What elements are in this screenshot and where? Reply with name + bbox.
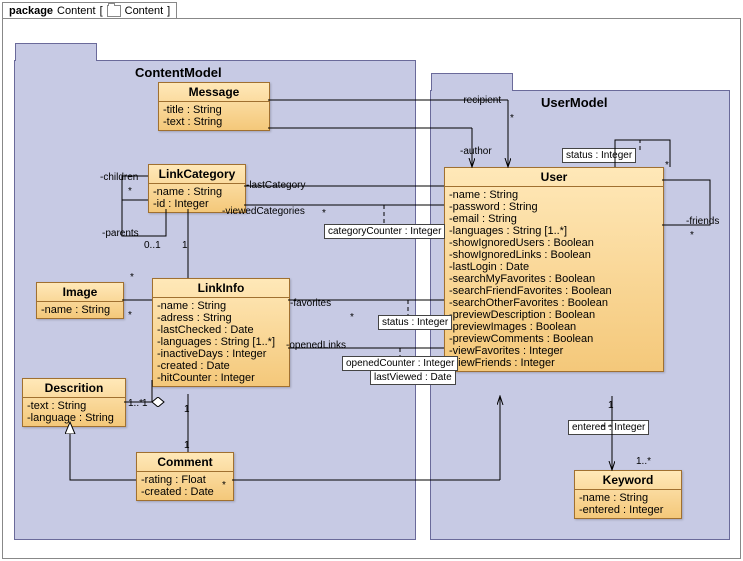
- assoc-status-top: status : Integer: [562, 148, 636, 163]
- frame-usermodel-title: UserModel: [541, 95, 607, 110]
- assoc-openedcounter: openedCounter : Integer: [342, 356, 458, 371]
- label-openedlinks: -openedLinks: [286, 340, 346, 351]
- assoc-status-mid: status : Integer: [378, 315, 452, 330]
- package-icon: [107, 5, 121, 17]
- label-author: -author: [460, 146, 492, 157]
- package-name: Content: [57, 5, 96, 17]
- class-user: User -name : String -password : String -…: [444, 167, 664, 372]
- label-viewedcategories: -viewedCategories: [222, 206, 305, 217]
- assoc-categorycounter: categoryCounter : Integer: [324, 224, 445, 239]
- label-parents: -parents: [102, 228, 139, 239]
- assoc-lastviewed: lastViewed : Date: [370, 370, 456, 385]
- class-comment: Comment -rating : Float -created : Date: [136, 452, 234, 501]
- label-friends: -friends: [686, 216, 719, 227]
- frame-contentmodel-title: ContentModel: [135, 65, 222, 80]
- label-lastcategory: -lastCategory: [246, 180, 305, 191]
- package-header: package Content [ Content ]: [2, 2, 177, 19]
- label-recipient: -recipient: [460, 95, 501, 106]
- class-linkinfo: LinkInfo -name : String -adress : String…: [152, 278, 290, 387]
- class-message: Message -title : String -text : String: [158, 82, 270, 131]
- assoc-entered: entered : Integer: [568, 420, 649, 435]
- class-keyword: Keyword -name : String -entered : Intege…: [574, 470, 682, 519]
- class-description: Descrition -text : String -language : St…: [22, 378, 126, 427]
- package-keyword: package: [9, 5, 53, 17]
- label-children: -children: [100, 172, 138, 183]
- class-image: Image -name : String: [36, 282, 124, 319]
- label-favorites: -favorites: [290, 298, 331, 309]
